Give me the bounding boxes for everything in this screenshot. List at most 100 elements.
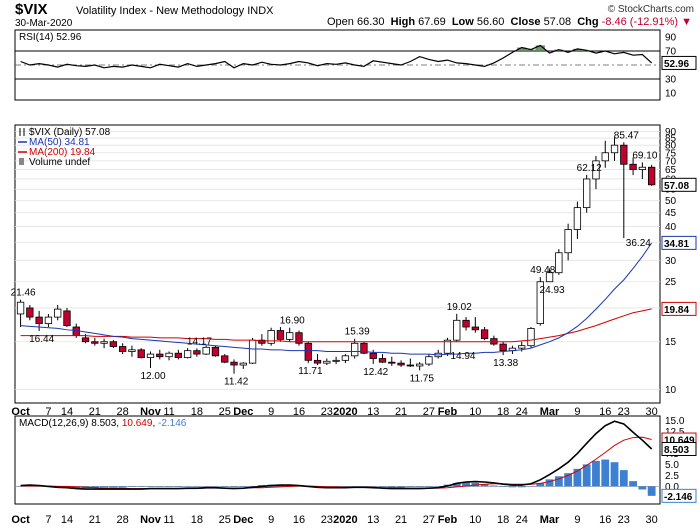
candle-up [165, 352, 173, 358]
candle-up [443, 339, 452, 354]
macd-histogram-bar [109, 486, 118, 488]
macd-last-macd-box [661, 441, 697, 456]
macd-last-signal-text: 10.649 [664, 436, 695, 447]
macd-tick-label: 0.0 [665, 482, 679, 493]
candle-up [638, 166, 647, 170]
x-axis-label-macd: 24 [516, 514, 528, 526]
price-annotation: 62.12 [577, 163, 602, 174]
price-annotation: 69.10 [632, 150, 657, 161]
candle-down [91, 341, 99, 344]
x-axis-label-price: Feb [438, 406, 458, 418]
macd-histogram-bar [146, 486, 155, 487]
price-annotation: 12.42 [363, 367, 388, 378]
x-axis-label-price: 28 [117, 406, 129, 418]
candle-up [425, 356, 433, 365]
price-annotation: 14.17 [187, 336, 212, 347]
macd-histogram-bar [610, 462, 619, 487]
macd-histogram-bar [582, 464, 591, 487]
price-annotation: 36.24 [626, 238, 651, 249]
rsi-legend: RSI(14) 52.96 [19, 32, 82, 43]
x-axis-label-macd: 7 [45, 514, 51, 526]
price-annotation: 19.02 [447, 302, 472, 313]
macd-legend-hist: -2.146 [158, 418, 187, 429]
candle-up [341, 355, 350, 361]
ma200-line [20, 308, 652, 343]
ticker-description: Volatility Index - New Methodology INDX [76, 5, 274, 17]
macd-tick-label: 2.5 [665, 471, 679, 482]
x-axis-label-macd: 10 [469, 514, 481, 526]
x-axis-label-price: 10 [469, 406, 481, 418]
volume-legend-icon [19, 158, 24, 165]
candle-down [304, 342, 312, 361]
x-axis-label-macd: 18 [497, 514, 509, 526]
price-last-ma50-box [661, 235, 697, 250]
price-annotation: 11.42 [224, 377, 249, 388]
price-tick-label: 70 [665, 156, 677, 167]
macd-histogram-bar [193, 485, 201, 487]
macd-histogram-bar [462, 482, 470, 487]
rsi-tick-label: 30 [665, 75, 677, 86]
low-label: Low [451, 16, 474, 28]
macd-legend: MACD(12,26,9) 8.503, 10.649, -2.146 [19, 418, 187, 429]
macd-histogram-bar [499, 486, 508, 487]
close-value: 57.08 [543, 16, 572, 28]
price-annotation: 49.48 [530, 265, 555, 276]
candle-down [63, 310, 71, 327]
macd-histogram-bar [341, 486, 350, 487]
x-axis-label-macd: 21 [395, 514, 407, 526]
price-annotation: 11.75 [410, 373, 435, 384]
candle-up [44, 316, 53, 325]
rsi-last-value-text: 52.96 [664, 59, 689, 70]
price-annotation: 24.93 [540, 285, 565, 296]
macd-histogram-bar [100, 486, 108, 488]
macd-histogram-bar [118, 486, 127, 488]
candle-up [610, 144, 619, 154]
macd-line [20, 420, 653, 490]
price-tick-label: 25 [665, 277, 677, 288]
price-panel [14, 124, 661, 404]
x-axis-label-price: 21 [89, 406, 101, 418]
macd-histogram-bar [202, 485, 211, 487]
candle-down [499, 343, 507, 352]
x-axis-label-macd: 27 [423, 514, 435, 526]
x-axis-label-price: Oct [11, 406, 30, 418]
macd-histogram-bar [629, 481, 637, 487]
candle-up [527, 328, 535, 347]
price-annotation: 15.39 [345, 327, 370, 338]
candle-up [555, 252, 563, 274]
macd-histogram-bar [536, 482, 545, 487]
x-axis-label-price: 11 [163, 406, 174, 418]
x-axis-label-macd: 16 [599, 514, 611, 526]
x-axis-label-macd: 25 [219, 514, 231, 526]
candle-up [323, 360, 331, 364]
x-axis-label-price: 25 [219, 406, 231, 418]
candle-down [276, 330, 285, 340]
macd-last-hist-box [661, 488, 697, 503]
x-axis-label-macd: 18 [191, 514, 203, 526]
macd-histogram-bar [415, 486, 424, 487]
x-axis-label-macd: 9 [574, 514, 580, 526]
macd-histogram-bar [155, 486, 164, 487]
macd-histogram-bar [174, 486, 183, 487]
x-axis-label-macd: 23 [321, 514, 333, 526]
candle-down [119, 346, 127, 352]
open-value: 66.30 [356, 16, 385, 28]
candle-up [453, 319, 461, 341]
x-axis-label-macd: 28 [117, 514, 129, 526]
macd-tick-label: 5.0 [665, 460, 679, 471]
macd-histogram-bar [230, 486, 238, 487]
x-axis-label-price: Nov [140, 406, 162, 418]
candle-legend-icon [19, 128, 25, 136]
macd-histogram-bar [165, 486, 173, 487]
candle-up [592, 160, 600, 180]
x-axis-label-price: 23 [321, 406, 333, 418]
low-value: 56.60 [476, 16, 505, 28]
macd-histogram-bar [387, 486, 396, 488]
price-legend-volume: Volume undef [29, 157, 90, 168]
candle-up [239, 362, 247, 366]
macd-legend-label: MACD(12,26,9) [19, 418, 91, 429]
candle-down [230, 361, 238, 366]
macd-histogram-bar [489, 485, 498, 487]
price-last-ma200-box [661, 301, 697, 316]
candle-up [267, 330, 275, 344]
